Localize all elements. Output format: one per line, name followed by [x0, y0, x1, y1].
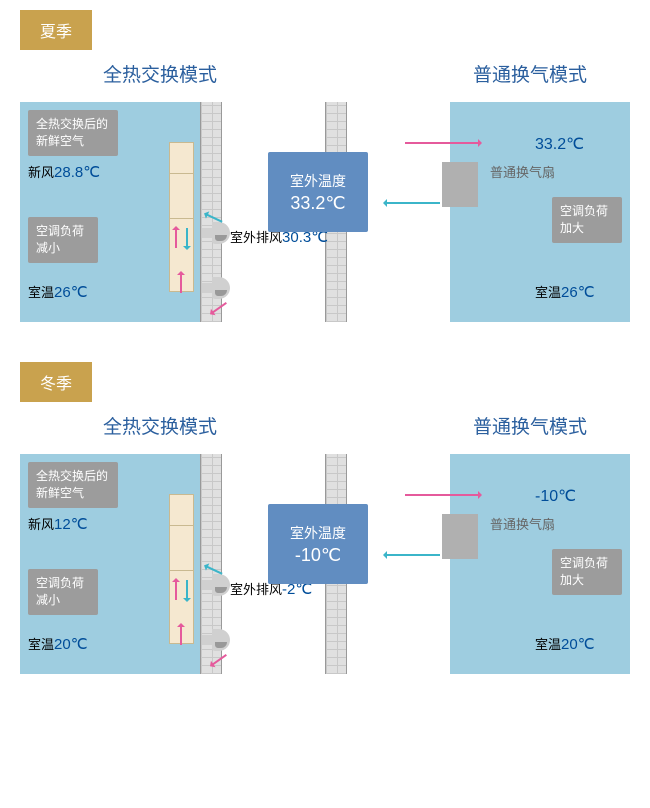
- room-temp: 室温26℃: [28, 282, 88, 301]
- title-left: 全热交换模式: [20, 412, 300, 439]
- fresh-air-box: 全热交换后的新鲜空气: [28, 462, 118, 508]
- winter-section: 冬季 全热交换模式 普通换气模式 全热交换后的新鲜空气 新风12℃ 空调负荷减小…: [0, 352, 650, 684]
- room-left: 全热交换后的新鲜空气 新风28.8℃ 空调负荷减小 室温26℃: [20, 102, 200, 322]
- title-right: 普通换气模式: [430, 60, 630, 87]
- load-box-right: 空调负荷加大: [552, 549, 622, 595]
- outdoor-temp: 33.2℃: [290, 193, 345, 214]
- room-temp-right: 室温20℃: [535, 634, 595, 653]
- load-box: 空调负荷减小: [28, 569, 98, 615]
- room-right: 33.2℃ 普通换气扇 空调负荷加大 室温26℃: [450, 102, 630, 322]
- title-left: 全热交换模式: [20, 60, 300, 87]
- heat-exchanger-icon: [169, 494, 194, 644]
- room-left: 全热交换后的新鲜空气 新风12℃ 空调负荷减小 室温20℃: [20, 454, 200, 674]
- summer-panels: 全热交换后的新鲜空气 新风28.8℃ 空调负荷减小 室温26℃ 室外排风30.3…: [0, 102, 650, 332]
- summer-section: 夏季 全热交换模式 普通换气模式 全热交换后的新鲜空气 新风28.8℃ 空调负荷…: [0, 0, 650, 332]
- load-box: 空调负荷减小: [28, 217, 98, 263]
- season-tag-summer: 夏季: [20, 10, 92, 50]
- title-right: 普通换气模式: [430, 412, 630, 439]
- heat-exchanger-icon: [169, 142, 194, 292]
- new-air-temp: 28.8℃: [54, 164, 100, 181]
- room-label: 室温: [28, 285, 54, 300]
- outdoor-temp-box: 室外温度 -10℃: [268, 504, 368, 584]
- in-temp: 33.2℃: [535, 134, 584, 154]
- room-temp-right: 室温26℃: [535, 282, 595, 301]
- winter-panels: 全热交换后的新鲜空气 新风12℃ 空调负荷减小 室温20℃ 室外排风-2℃: [0, 454, 650, 684]
- out-arrow-icon: [385, 554, 440, 556]
- fresh-air-box: 全热交换后的新鲜空气: [28, 110, 118, 156]
- vent-icon: [202, 222, 230, 244]
- fan-box-icon: [442, 162, 478, 207]
- titles-row: 全热交换模式 普通换气模式: [0, 60, 650, 102]
- fan-box-icon: [442, 514, 478, 559]
- new-air: 新风28.8℃: [28, 162, 100, 181]
- vent-icon: [202, 574, 230, 596]
- in-arrow-icon: [405, 494, 480, 496]
- fan-label: 普通换气扇: [490, 514, 555, 533]
- vent-icon: [202, 277, 230, 299]
- outdoor-label: 室外温度: [290, 171, 346, 191]
- room-temp-val: 26℃: [54, 284, 88, 301]
- season-tag-winter: 冬季: [20, 362, 92, 402]
- out-arrow-icon: [385, 202, 440, 204]
- room-temp: 室温20℃: [28, 634, 88, 653]
- new-air-label: 新风: [28, 165, 54, 180]
- outdoor-temp-box: 室外温度 33.2℃: [268, 152, 368, 232]
- fan-label: 普通换气扇: [490, 162, 555, 181]
- in-arrow-icon: [405, 142, 480, 144]
- in-temp: -10℃: [535, 486, 576, 506]
- room-right: -10℃ 普通换气扇 空调负荷加大 室温20℃: [450, 454, 630, 674]
- titles-row: 全热交换模式 普通换气模式: [0, 412, 650, 454]
- load-box-right: 空调负荷加大: [552, 197, 622, 243]
- new-air: 新风12℃: [28, 514, 88, 533]
- vent-icon: [202, 629, 230, 651]
